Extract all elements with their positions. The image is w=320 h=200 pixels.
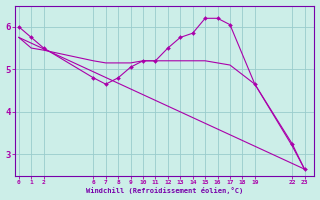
X-axis label: Windchill (Refroidissement éolien,°C): Windchill (Refroidissement éolien,°C) <box>86 187 244 194</box>
